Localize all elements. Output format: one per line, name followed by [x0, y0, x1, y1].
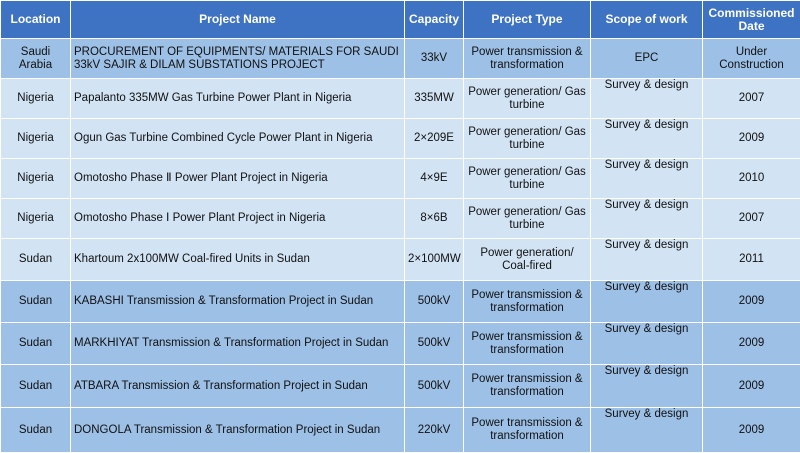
header-commissioned: Commissioned Date: [703, 1, 800, 39]
cell-project-type: Power generation/ Gas turbine: [464, 199, 591, 239]
cell-project-type: Power generation/ Gas turbine: [464, 159, 591, 199]
cell-project-type: Power generation/ Coal-fired: [464, 239, 591, 281]
cell-scope: Survey & design: [591, 119, 703, 159]
cell-project-name: MARKHIYAT Transmission & Transformation …: [71, 323, 405, 365]
cell-project-type: Power transmission & transformation: [464, 323, 591, 365]
cell-commissioned: 2007: [703, 79, 800, 119]
cell-commissioned: 2009: [703, 408, 800, 453]
cell-capacity: 8×6B: [405, 199, 464, 239]
table-row: Sudan ATBARA Transmission & Transformati…: [1, 365, 800, 408]
cell-capacity: 4×9E: [405, 159, 464, 199]
cell-location: Sudan: [1, 323, 71, 365]
cell-location: Sudan: [1, 365, 71, 408]
cell-project-type: Power transmission & transformation: [464, 281, 591, 323]
cell-commissioned: 2009: [703, 365, 800, 408]
cell-project-name: Omotosho Phase Ⅱ Power Plant Project in …: [71, 159, 405, 199]
cell-location: Sudan: [1, 239, 71, 281]
cell-project-name: DONGOLA Transmission & Transformation Pr…: [71, 408, 405, 453]
cell-capacity: 2×100MW: [405, 239, 464, 281]
cell-scope: Survey & design: [591, 239, 703, 281]
cell-location: Saudi Arabia: [1, 39, 71, 79]
table-row: Sudan MARKHIYAT Transmission & Transform…: [1, 323, 800, 365]
cell-commissioned: 2009: [703, 119, 800, 159]
cell-project-type: Power transmission & transformation: [464, 408, 591, 453]
cell-location: Nigeria: [1, 199, 71, 239]
cell-capacity: 220kV: [405, 408, 464, 453]
cell-project-name: ATBARA Transmission & Transformation Pro…: [71, 365, 405, 408]
cell-location: Nigeria: [1, 159, 71, 199]
cell-scope: Survey & design: [591, 323, 703, 365]
cell-commissioned: 2011: [703, 239, 800, 281]
table-header-row: Location Project Name Capacity Project T…: [1, 1, 800, 39]
cell-capacity: 2×209E: [405, 119, 464, 159]
header-project-name: Project Name: [71, 1, 405, 39]
header-scope: Scope of work: [591, 1, 703, 39]
header-capacity: Capacity: [405, 1, 464, 39]
cell-project-type: Power generation/ Gas turbine: [464, 79, 591, 119]
table-row: Nigeria Papalanto 335MW Gas Turbine Powe…: [1, 79, 800, 119]
header-location: Location: [1, 1, 71, 39]
table-row: Nigeria Omotosho Phase Ⅰ Power Plant Pro…: [1, 199, 800, 239]
table-row: Nigeria Omotosho Phase Ⅱ Power Plant Pro…: [1, 159, 800, 199]
cell-commissioned: Under Construction: [703, 39, 800, 79]
cell-scope: Survey & design: [591, 79, 703, 119]
cell-project-name: PROCUREMENT OF EQUIPMENTS/ MATERIALS FOR…: [71, 39, 405, 79]
table-row: Sudan DONGOLA Transmission & Transformat…: [1, 408, 800, 453]
cell-project-type: Power transmission & transformation: [464, 365, 591, 408]
cell-location: Nigeria: [1, 79, 71, 119]
cell-project-type: Power generation/ Gas turbine: [464, 119, 591, 159]
cell-location: Sudan: [1, 408, 71, 453]
cell-scope: Survey & design: [591, 365, 703, 408]
table-row: Nigeria Ogun Gas Turbine Combined Cycle …: [1, 119, 800, 159]
cell-location: Nigeria: [1, 119, 71, 159]
cell-project-type: Power transmission & transformation: [464, 39, 591, 79]
table-row: Saudi Arabia PROCUREMENT OF EQUIPMENTS/ …: [1, 39, 800, 79]
cell-capacity: 335MW: [405, 79, 464, 119]
cell-location: Sudan: [1, 281, 71, 323]
cell-capacity: 33kV: [405, 39, 464, 79]
cell-capacity: 500kV: [405, 281, 464, 323]
table-row: Sudan KABASHI Transmission & Transformat…: [1, 281, 800, 323]
cell-scope: Survey & design: [591, 159, 703, 199]
table-row: Sudan Khartoum 2x100MW Coal-fired Units …: [1, 239, 800, 281]
cell-project-name: Ogun Gas Turbine Combined Cycle Power Pl…: [71, 119, 405, 159]
cell-scope: EPC: [591, 39, 703, 79]
cell-commissioned: 2007: [703, 199, 800, 239]
cell-capacity: 500kV: [405, 365, 464, 408]
cell-scope: Survey & design: [591, 199, 703, 239]
header-project-type: Project Type: [464, 1, 591, 39]
cell-commissioned: 2009: [703, 323, 800, 365]
cell-project-name: KABASHI Transmission & Transformation Pr…: [71, 281, 405, 323]
cell-project-name: Papalanto 335MW Gas Turbine Power Plant …: [71, 79, 405, 119]
cell-project-name: Khartoum 2x100MW Coal-fired Units in Sud…: [71, 239, 405, 281]
cell-project-name: Omotosho Phase Ⅰ Power Plant Project in …: [71, 199, 405, 239]
cell-scope: Survey & design: [591, 408, 703, 453]
cell-commissioned: 2009: [703, 281, 800, 323]
cell-capacity: 500kV: [405, 323, 464, 365]
cell-commissioned: 2010: [703, 159, 800, 199]
cell-scope: Survey & design: [591, 281, 703, 323]
